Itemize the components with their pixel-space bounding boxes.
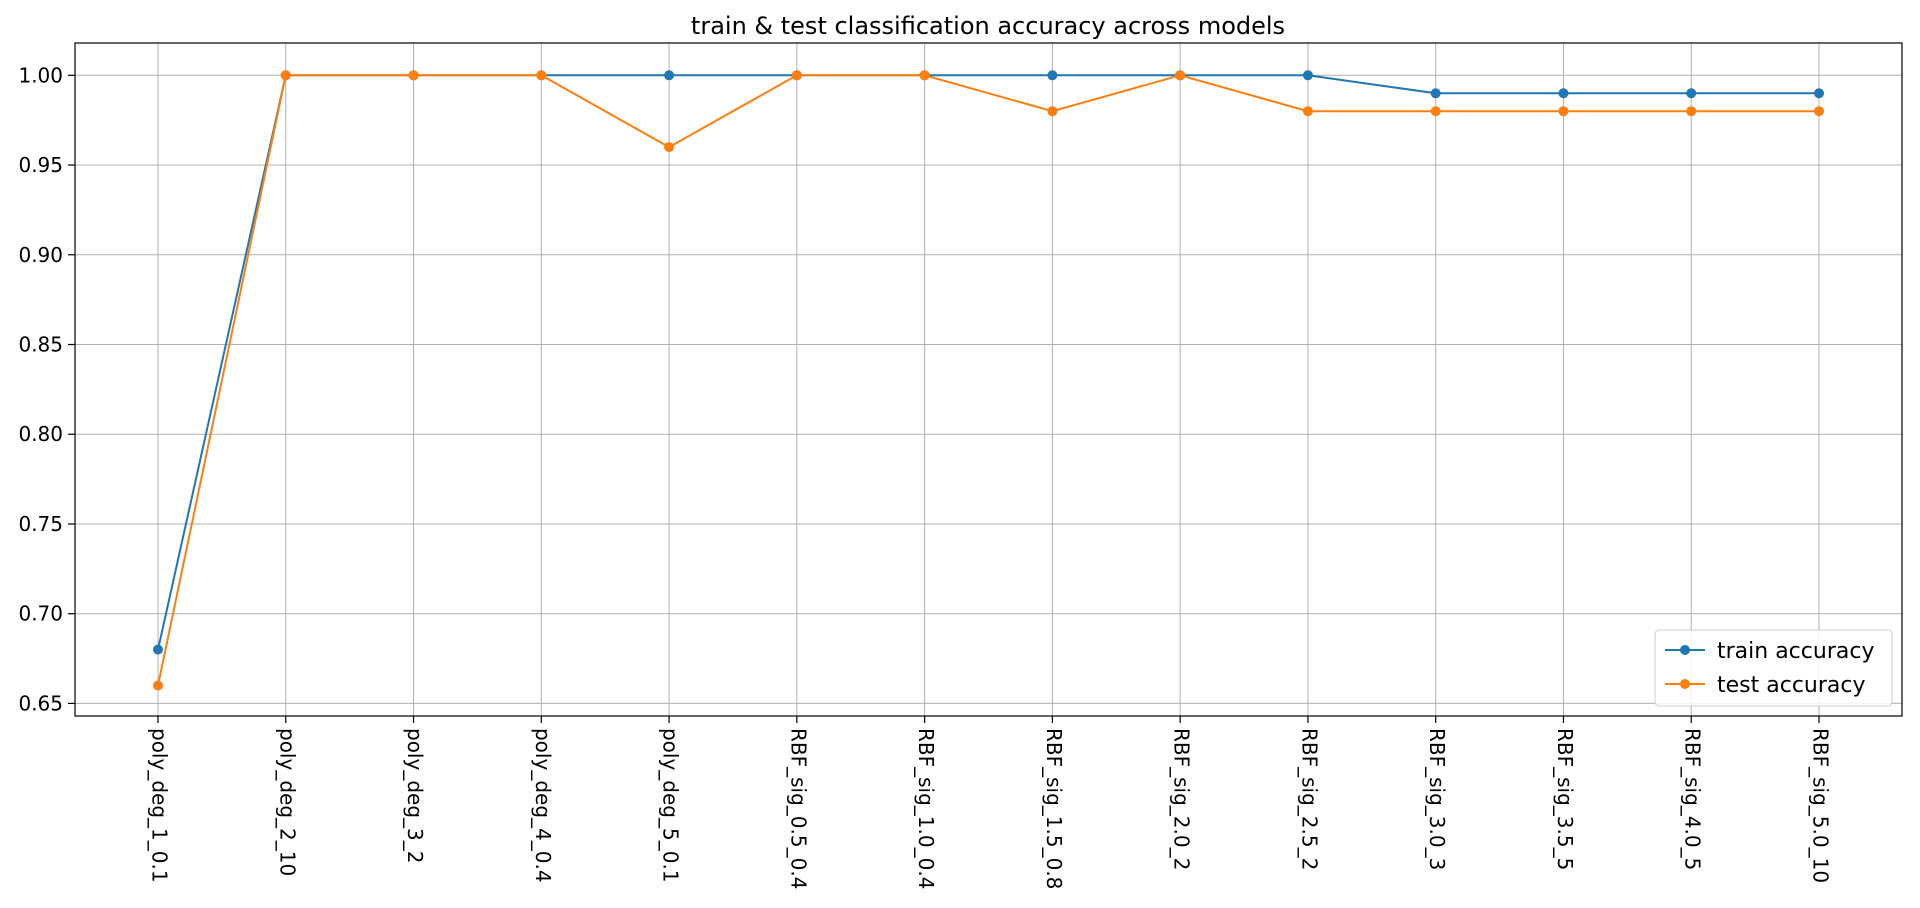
x-axis-ticks: poly_deg_1_0.1 poly_deg_2_10 poly_deg_3_2 p… [148, 716, 1833, 889]
data-point-test [1558, 106, 1569, 117]
data-point-train [1047, 70, 1058, 81]
legend-box [1654, 629, 1893, 707]
data-point-train [1302, 70, 1313, 81]
data-point-test [1430, 106, 1441, 117]
x-tick-label: RBF_sig_1.0_0.4 [914, 728, 938, 889]
x-tick-label: RBF_sig_1.5_0.8 [1042, 728, 1066, 889]
y-axis-ticks: 0.65 0.70 0.75 0.80 0.85 0.90 0.95 1.00 [18, 63, 75, 715]
legend-label: test accuracy [1717, 673, 1866, 698]
x-tick-label: poly_deg_2_10 [275, 728, 299, 876]
data-point-train [1686, 88, 1697, 99]
y-tick-label: 0.90 [18, 243, 63, 267]
legend-marker [1680, 645, 1690, 655]
data-point-test [664, 142, 675, 153]
y-tick-label: 0.80 [18, 422, 63, 446]
data-point-test [153, 680, 163, 691]
y-tick-label: 0.75 [18, 512, 63, 536]
x-tick-label: RBF_sig_3.0_3 [1425, 728, 1449, 870]
legend-marker [1680, 679, 1690, 689]
data-point-test [1814, 106, 1824, 117]
data-point-test [1047, 106, 1058, 117]
x-tick-label: RBF_sig_3.5_5 [1553, 728, 1577, 870]
x-tick-label: poly_deg_3_2 [403, 728, 427, 863]
y-tick-label: 0.95 [18, 153, 63, 177]
chart-title: train & test classification accuracy acr… [691, 12, 1285, 40]
plot-frame [74, 42, 1903, 717]
data-point-test [408, 70, 419, 81]
x-tick-label: poly_deg_4_0.4 [531, 728, 555, 883]
y-tick-label: 0.70 [18, 602, 63, 626]
data-point-train [1558, 88, 1569, 99]
y-tick-label: 0.85 [18, 333, 63, 357]
x-tick-label: poly_deg_5_0.1 [659, 728, 683, 883]
data-point-train [1814, 88, 1824, 99]
data-point-test [280, 70, 291, 81]
x-tick-label: RBF_sig_2.5_2 [1297, 728, 1321, 870]
data-point-test [791, 70, 802, 81]
series-group [153, 70, 1824, 691]
data-point-test [1302, 106, 1313, 117]
x-tick-label: RBF_sig_5.0_10 [1809, 728, 1833, 883]
legend-label: train accuracy [1717, 639, 1874, 664]
series-line-test [157, 74, 1819, 686]
y-tick-label: 1.00 [18, 63, 63, 87]
data-point-test [919, 70, 930, 81]
x-tick-label: RBF_sig_0.5_0.4 [786, 728, 810, 889]
x-tick-label: RBF_sig_2.0_2 [1170, 728, 1194, 870]
data-point-train [153, 644, 163, 655]
data-point-train [664, 70, 675, 81]
x-tick-label: RBF_sig_4.0_5 [1681, 728, 1705, 870]
data-point-test [1175, 70, 1186, 81]
y-tick-label: 0.65 [18, 691, 63, 715]
data-point-train [1430, 88, 1441, 99]
data-point-test [1686, 106, 1697, 117]
legend: train accuracy test accuracy [1654, 629, 1893, 707]
x-tick-label: poly_deg_1_0.1 [148, 728, 172, 883]
data-point-test [536, 70, 547, 81]
